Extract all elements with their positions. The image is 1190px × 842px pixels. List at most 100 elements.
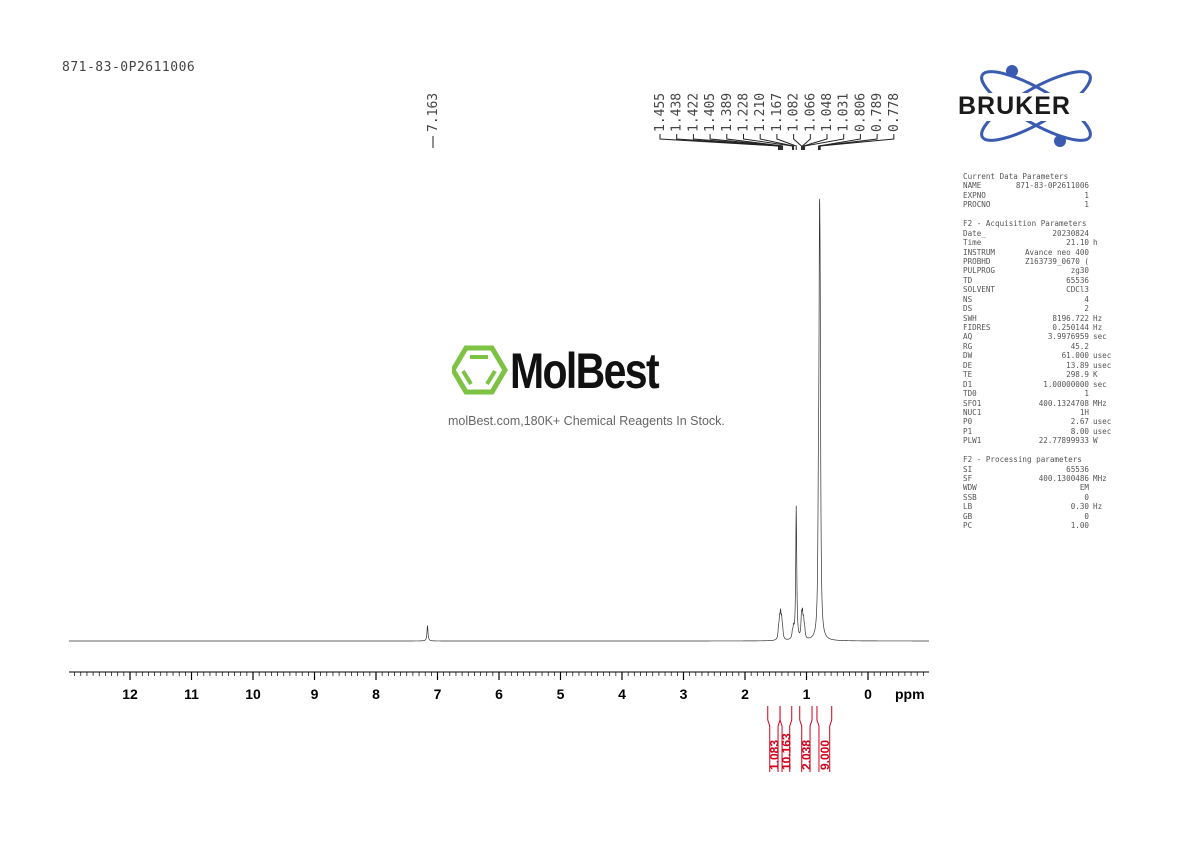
peak-label-connector xyxy=(743,134,793,150)
param-value: 400.1324708 xyxy=(1038,398,1089,408)
param-label: EXPNO xyxy=(963,190,986,200)
param-row: DE 13.89 usec xyxy=(963,361,1123,370)
param-label: LB xyxy=(963,502,973,512)
peak-label-connector xyxy=(804,134,845,150)
param-label: D1 xyxy=(963,379,973,389)
peak-label: 1.455 xyxy=(653,93,668,132)
param-row: INSTRUM Avance neo 400 xyxy=(963,248,1123,257)
param-label: DW xyxy=(963,351,973,361)
param-row: FIDRES 0.250144 Hz xyxy=(963,323,1123,332)
param-label: SF xyxy=(963,474,973,483)
integral-value: 9.000 xyxy=(818,740,832,770)
param-label: INSTRUM xyxy=(963,247,996,257)
peak-label: 1.438 xyxy=(670,93,685,132)
param-row: SOLVENT CDCl3 xyxy=(963,285,1123,294)
peak-label-connector xyxy=(801,134,811,150)
param-section-title: F2 - Acquisition Parameters xyxy=(963,219,1087,229)
param-unit: usec xyxy=(1093,351,1112,361)
param-label: RG xyxy=(963,341,973,351)
param-row: Time 21.10 h xyxy=(963,238,1123,247)
tick-label: 11 xyxy=(184,686,199,702)
peak-label: 1.228 xyxy=(737,93,752,132)
param-label: PULPROG xyxy=(963,266,996,276)
param-row: D1 1.00000000 sec xyxy=(963,380,1123,389)
param-unit xyxy=(1089,295,1093,304)
tick-label: 12 xyxy=(122,686,138,702)
param-row: LB 0.30 Hz xyxy=(963,502,1123,511)
param-label: TE xyxy=(963,370,973,380)
param-value: 22.77899933 xyxy=(1038,436,1089,446)
param-unit xyxy=(1089,304,1093,313)
param-value: 21.10 xyxy=(1066,238,1089,248)
tick-label: 1 xyxy=(803,686,811,702)
param-row: PULPROG zg30 xyxy=(963,266,1123,275)
param-value: 3.9976959 xyxy=(1047,332,1089,342)
acquisition-parameters-panel: Current Data Parameters NAME 871-83-0P2611… xyxy=(963,172,1123,531)
peak-label-connector xyxy=(819,134,895,150)
param-row: PLW1 22.77899933 W xyxy=(963,436,1123,445)
param-value: 1H xyxy=(1079,407,1089,417)
peak-label-connector xyxy=(793,134,802,150)
param-row: TD0 1 xyxy=(963,389,1123,398)
param-value: 0.30 xyxy=(1070,502,1089,512)
tick-label: 6 xyxy=(495,686,503,702)
param-value: 61.000 xyxy=(1061,351,1089,361)
param-unit xyxy=(1089,266,1093,275)
tick-label: 4 xyxy=(618,686,626,702)
param-section-title: Current Data Parameters xyxy=(963,172,1069,181)
peak-label: 7.163 xyxy=(426,93,441,132)
peak-label-connector xyxy=(803,134,828,150)
param-value: Avance neo 400 xyxy=(1024,247,1089,257)
peak-label-connector xyxy=(709,134,783,150)
param-unit xyxy=(1089,408,1093,417)
peak-label: 1.167 xyxy=(770,93,785,132)
param-label: DE xyxy=(963,360,973,370)
param-label: Date_ xyxy=(963,228,986,238)
param-value: 20230824 xyxy=(1052,228,1089,238)
param-value: 0.250144 xyxy=(1052,323,1089,332)
param-label: NUC1 xyxy=(963,407,982,417)
param-label: FIDRES xyxy=(963,323,991,332)
param-value: Z163739_0670 ( xyxy=(1024,256,1089,266)
param-unit: Hz xyxy=(1093,313,1103,323)
param-value: 13.89 xyxy=(1066,360,1089,370)
integral-bracket xyxy=(799,706,813,772)
peak-label-connector xyxy=(692,134,782,150)
peak-label: 1.066 xyxy=(803,93,818,132)
param-unit: MHz xyxy=(1093,474,1107,483)
param-row: DS 2 xyxy=(963,304,1123,313)
integral-value: 1.083 xyxy=(767,740,781,770)
param-value: 1 xyxy=(1084,190,1089,200)
peak-label-connector xyxy=(818,134,878,150)
param-label: NAME xyxy=(963,181,982,191)
param-unit: usec xyxy=(1093,417,1112,427)
param-label: TD xyxy=(963,275,973,285)
param-row: NUC1 1H xyxy=(963,408,1123,417)
param-value: EM xyxy=(1079,483,1089,493)
param-unit xyxy=(1089,200,1093,209)
param-unit xyxy=(1089,191,1093,200)
peak-label-connector xyxy=(676,134,781,150)
param-label: PC xyxy=(963,521,973,531)
param-label: DS xyxy=(963,304,973,314)
param-label: P1 xyxy=(963,426,973,436)
param-row: P1 8.00 usec xyxy=(963,427,1123,436)
integral-bracket xyxy=(816,706,833,772)
param-unit xyxy=(1089,389,1093,398)
peak-label-connector xyxy=(776,134,797,150)
param-value: 65536 xyxy=(1066,464,1089,474)
param-label: SSB xyxy=(963,492,977,502)
param-unit: K xyxy=(1093,370,1098,380)
peak-label: 1.422 xyxy=(686,93,701,132)
param-row: AQ 3.9976959 sec xyxy=(963,332,1123,341)
peak-label: 1.210 xyxy=(753,93,768,132)
param-label: GB xyxy=(963,511,973,521)
param-label: SI xyxy=(963,464,973,474)
integral-bracket xyxy=(779,706,793,772)
param-section-title: F2 - Processing parameters xyxy=(963,455,1082,465)
param-row: PROBHD Z163739_0670 ( xyxy=(963,257,1123,266)
peak-label-connector xyxy=(659,134,780,150)
param-unit xyxy=(1089,229,1093,238)
param-value: 2 xyxy=(1084,304,1089,314)
